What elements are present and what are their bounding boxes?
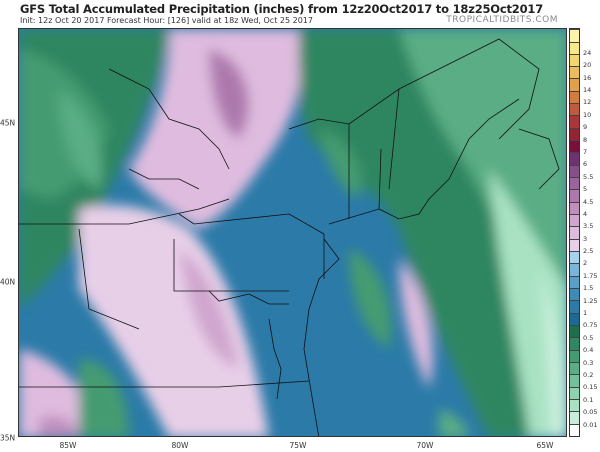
colorbar-label: 1 xyxy=(583,309,588,318)
pink-band-offshore xyxy=(399,259,433,389)
map-subtitle: Init: 12z Oct 20 2017 Forecast Hour: [12… xyxy=(20,16,313,25)
colorbar-label: 10 xyxy=(583,110,592,119)
colorbar-label: 3 xyxy=(583,234,588,243)
colorbar-label: 24 xyxy=(583,48,592,57)
lat-label-35n: 35N xyxy=(0,433,16,443)
colorbar-swatch xyxy=(570,312,579,326)
precipitation-field xyxy=(19,29,566,436)
colorbar-label: 20 xyxy=(583,61,592,70)
colorbar-swatch xyxy=(570,251,579,264)
colorbar-labels: 0.01 0.05 0.1 0.15 0.2 0.3 0.4 0.5 0.75 1 1.25 1.5 1… xyxy=(583,28,600,437)
colorbar-label: 5.5 xyxy=(583,172,594,181)
colorbar-swatch xyxy=(570,423,579,436)
colorbar-swatch xyxy=(570,152,579,165)
colorbar-label: 2.5 xyxy=(583,247,594,256)
colorbar-swatch xyxy=(570,214,579,227)
colorbar-label: 4.5 xyxy=(583,197,594,206)
colorbar-swatch xyxy=(570,349,579,363)
colorbar-swatch xyxy=(570,177,579,190)
colorbar-swatch xyxy=(570,53,579,67)
colorbar-swatch xyxy=(570,127,579,141)
colorbar-swatch xyxy=(570,238,579,252)
colorbar-label: 0.1 xyxy=(583,395,594,404)
lon-label-70w: 70W xyxy=(416,441,434,450)
colorbar-label: 0.2 xyxy=(583,371,594,380)
colorbar-label: 0.5 xyxy=(583,333,594,342)
colorbar-label: 3.5 xyxy=(583,222,594,231)
colorbar-label: 1.25 xyxy=(583,296,598,305)
colorbar-label: 8 xyxy=(583,135,588,144)
colorbar-label: 5 xyxy=(583,185,588,194)
colorbar-label: 16 xyxy=(583,73,592,82)
colorbar-swatch xyxy=(570,41,579,54)
colorbar-label: 7 xyxy=(583,147,588,156)
colorbar-swatch xyxy=(570,374,579,387)
colorbar-swatch xyxy=(570,275,579,289)
colorbar-label: 0.15 xyxy=(583,383,598,392)
colorbar-swatch xyxy=(570,115,579,128)
colorbar-label: 1.75 xyxy=(583,271,598,280)
lon-label-65w: 65W xyxy=(536,441,554,450)
colorbar-label: 6 xyxy=(583,160,588,169)
brand-watermark: TROPICALTIDBITS.COM xyxy=(446,15,558,25)
colorbar-swatch xyxy=(570,411,579,424)
colorbar-swatch xyxy=(570,288,579,301)
colorbar-swatch xyxy=(570,78,579,91)
pink-band-south xyxy=(79,205,269,436)
colorbar-swatch xyxy=(570,362,579,375)
coastlines-borders xyxy=(19,38,560,436)
map-title: GFS Total Accumulated Precipitation (inc… xyxy=(20,2,544,16)
colorbar-swatch xyxy=(570,325,579,338)
lon-label-80w: 80W xyxy=(171,441,189,450)
colorbar-label: 9 xyxy=(583,123,588,132)
colorbar-swatch xyxy=(570,337,579,350)
colorbar-label: 0.75 xyxy=(583,321,598,330)
colorbar-label: 1.5 xyxy=(583,284,594,293)
colorbar-label: 12 xyxy=(583,98,592,107)
colorbar xyxy=(569,28,580,437)
colorbar-swatch xyxy=(570,189,579,202)
colorbar-label: 0.01 xyxy=(583,420,598,429)
colorbar-swatch xyxy=(570,140,579,153)
colorbar-swatch xyxy=(570,226,579,239)
colorbar-swatch xyxy=(570,29,579,42)
colorbar-swatch xyxy=(570,103,579,116)
colorbar-label: 0.05 xyxy=(583,408,598,417)
colorbar-swatch xyxy=(570,386,579,400)
colorbar-label: 2 xyxy=(583,259,588,268)
colorbar-swatch xyxy=(570,300,579,313)
colorbar-swatch xyxy=(570,90,579,104)
colorbar-swatch xyxy=(570,399,579,412)
colorbar-label: 14 xyxy=(583,85,592,94)
colorbar-label: 0.4 xyxy=(583,346,594,355)
colorbar-label: 0.3 xyxy=(583,358,594,367)
lon-label-75w: 75W xyxy=(289,441,307,450)
colorbar-swatch xyxy=(570,201,579,215)
colorbar-swatch xyxy=(570,66,579,79)
colorbar-label: 4 xyxy=(583,209,588,218)
precipitation-map xyxy=(18,28,567,437)
colorbar-swatch xyxy=(570,164,579,178)
lat-label-45n: 45N xyxy=(0,118,16,128)
lat-label-40n: 40N xyxy=(0,277,16,287)
colorbar-swatch xyxy=(570,263,579,276)
lon-label-85w: 85W xyxy=(59,441,77,450)
